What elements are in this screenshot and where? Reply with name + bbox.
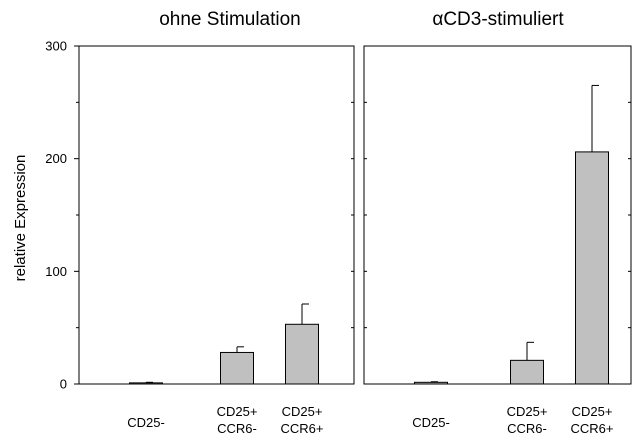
x-category-label: CCR6+ [281, 421, 324, 436]
x-category-label: CD25+ [507, 404, 548, 419]
bar [220, 351, 254, 385]
panel-acd3-stimuliert: αCD3-stimuliert CD25- CD25+ CCR6- CD25+ CCR6… [363, 9, 632, 436]
plot-area-left: 0 100 200 300 CD25- CD25+ CCR6- CD25+ CCR6+ [45, 39, 355, 436]
bar [510, 359, 544, 385]
panel-title-left: ohne Stimulation [159, 9, 301, 30]
panel-ohne-stimulation: ohne Stimulation relative Expression 0 10… [12, 9, 355, 436]
panel-title-right: αCD3-stimuliert [432, 9, 564, 30]
x-category-label: CD25- [127, 415, 165, 430]
bar [575, 151, 609, 385]
x-category-label: CD25+ [572, 404, 613, 419]
bar [285, 323, 319, 385]
y-tick-label: 100 [45, 264, 67, 279]
x-category-label: CCR6- [507, 421, 547, 436]
y-tick-label: 200 [45, 151, 67, 166]
y-tick-label: 0 [60, 377, 67, 392]
x-category-label: CCR6- [217, 421, 257, 436]
x-category-label: CCR6+ [571, 421, 614, 436]
x-category-label: CD25+ [217, 404, 258, 419]
x-category-label: CD25- [412, 415, 450, 430]
bar [129, 382, 163, 385]
y-tick-label: 300 [45, 39, 67, 54]
plot-area-right: CD25- CD25+ CCR6- CD25+ CCR6+ [363, 45, 632, 436]
x-category-label: CD25+ [282, 404, 323, 419]
y-axis-label: relative Expression [12, 155, 29, 282]
bar [414, 381, 448, 385]
